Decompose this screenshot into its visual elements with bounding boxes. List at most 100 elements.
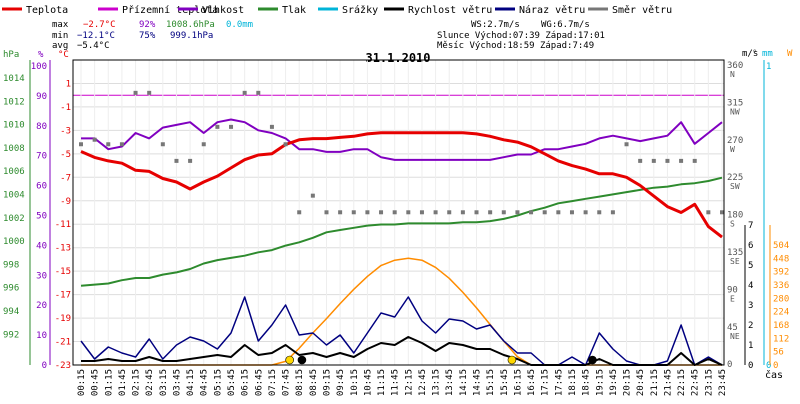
tick-dir-name: W <box>730 145 735 154</box>
stat-min-temp: −12.1°C <box>77 31 115 41</box>
legend-label-rain: Srážky <box>342 4 378 16</box>
stat-max-hum: 92% <box>139 20 156 30</box>
tick-dir: 180 <box>727 211 743 221</box>
x-tick-label: 12:45 <box>418 369 428 396</box>
stat-min-label: min <box>52 31 68 41</box>
tick-hpa: 1006 <box>3 167 25 177</box>
series-humidity-line <box>81 118 723 161</box>
series-layer <box>80 118 723 366</box>
wind-direction-mark <box>365 210 370 215</box>
x-tick-label: 14:15 <box>459 369 469 396</box>
tick-dir: 225 <box>727 173 743 183</box>
x-tick-label: 16:45 <box>527 369 537 396</box>
tick-ms: 3 <box>748 301 753 311</box>
tick-pct: 40 <box>36 241 47 251</box>
wind-direction-mark <box>624 142 629 147</box>
x-tick-label: 18:15 <box>568 369 578 396</box>
x-axis: 00:15 00:45 01:15 01:45 02:15 02:45 03:15 03:45… <box>77 369 728 396</box>
wind-direction-mark <box>679 158 684 163</box>
tick-w: 392 <box>773 268 789 278</box>
x-tick-label: 16:15 <box>513 369 523 396</box>
x-tick-label: 13:45 <box>445 369 455 396</box>
tick-ms: 4 <box>748 281 753 291</box>
wind-direction-mark <box>419 210 424 215</box>
x-tick-label: 13:15 <box>432 369 442 396</box>
wind-direction-mark <box>256 90 261 95</box>
tick-mm: 0 <box>766 361 771 371</box>
wind-direction-mark <box>188 158 193 163</box>
tick-dir-name: NE <box>730 332 740 341</box>
grid <box>73 60 724 366</box>
tick-degc: -7 <box>60 173 71 183</box>
stat-min-press: 999.1hPa <box>170 31 213 41</box>
series-pressure-line <box>80 176 723 287</box>
tick-pct: 90 <box>36 92 47 102</box>
wind-direction-mark <box>556 210 561 215</box>
wind-direction-mark <box>106 142 111 147</box>
x-tick-label: 04:15 <box>186 369 196 396</box>
wind-direction-mark <box>351 210 356 215</box>
tick-dir-name: N <box>730 70 735 79</box>
tick-hpa: 1004 <box>3 191 25 201</box>
tick-dir-name: S <box>730 220 735 229</box>
sunrise-marker <box>285 355 294 365</box>
tick-pct: 10 <box>36 331 47 341</box>
x-axis-label: čas <box>765 369 783 381</box>
wind-direction-mark <box>720 210 724 215</box>
tick-dir-name: SW <box>730 182 740 191</box>
wind-direction-mark <box>147 90 152 95</box>
wind-direction-mark <box>583 210 588 215</box>
wind-direction-mark <box>379 210 384 215</box>
series-solar-line <box>81 257 722 366</box>
tick-dir: 0 <box>727 360 732 370</box>
tick-w: 336 <box>773 281 789 291</box>
legend-item-rain: Srážky <box>318 4 378 16</box>
x-tick-label: 14:45 <box>473 369 483 396</box>
x-tick-label: 11:45 <box>391 369 401 396</box>
legend-item-dir: Směr větru <box>588 4 672 16</box>
x-tick-label: 15:45 <box>500 369 510 396</box>
tick-degc: -23 <box>55 361 71 371</box>
tick-pct: 0 <box>42 361 47 371</box>
tick-degc: -3 <box>60 126 71 136</box>
x-tick-label: 10:15 <box>350 369 360 396</box>
wind-direction-mark <box>447 210 452 215</box>
wind-direction-mark <box>610 210 615 215</box>
wind-direction-mark <box>133 90 138 95</box>
x-tick-label: 02:45 <box>145 369 155 396</box>
x-tick-label: 23:45 <box>718 369 728 396</box>
chart-title: 31.1.2010 <box>365 51 430 65</box>
tick-w: 280 <box>773 294 789 304</box>
tick-mm: 1 <box>766 62 771 72</box>
tick-dir: 315 <box>727 98 743 108</box>
tick-w: 224 <box>773 308 789 318</box>
tick-hpa: 1002 <box>3 214 25 224</box>
wind-direction-mark <box>651 158 656 163</box>
tick-degc: -11 <box>55 220 71 230</box>
tick-ms: 5 <box>748 261 753 271</box>
x-tick-label: 19:45 <box>609 369 619 396</box>
moonrise-marker <box>588 355 597 365</box>
tick-degc: -5 <box>60 150 71 160</box>
legend-item-dew: Přízemní teplota <box>98 4 218 16</box>
tick-pct: 80 <box>36 122 47 132</box>
x-tick-label: 08:15 <box>295 369 305 396</box>
tick-dir: 45 <box>727 323 738 333</box>
tick-hpa: 1000 <box>3 237 25 247</box>
sunset-marker <box>507 355 517 365</box>
wind-direction-mark <box>174 158 179 163</box>
wind-direction-mark <box>569 210 574 215</box>
x-tick-label: 09:15 <box>322 369 332 396</box>
legend-label-temp: Teplota <box>26 5 68 16</box>
tick-w: 168 <box>773 321 789 331</box>
x-tick-label: 22:15 <box>677 369 687 396</box>
x-tick-label: 07:45 <box>282 369 292 396</box>
legend-item-gust: Náraz větru <box>495 4 585 16</box>
tick-ms: 0 <box>748 361 753 371</box>
x-tick-label: 06:15 <box>241 369 251 396</box>
x-tick-label: 23:15 <box>704 369 714 396</box>
tick-dir-name: SE <box>730 257 740 266</box>
tick-dir: 90 <box>727 285 738 295</box>
